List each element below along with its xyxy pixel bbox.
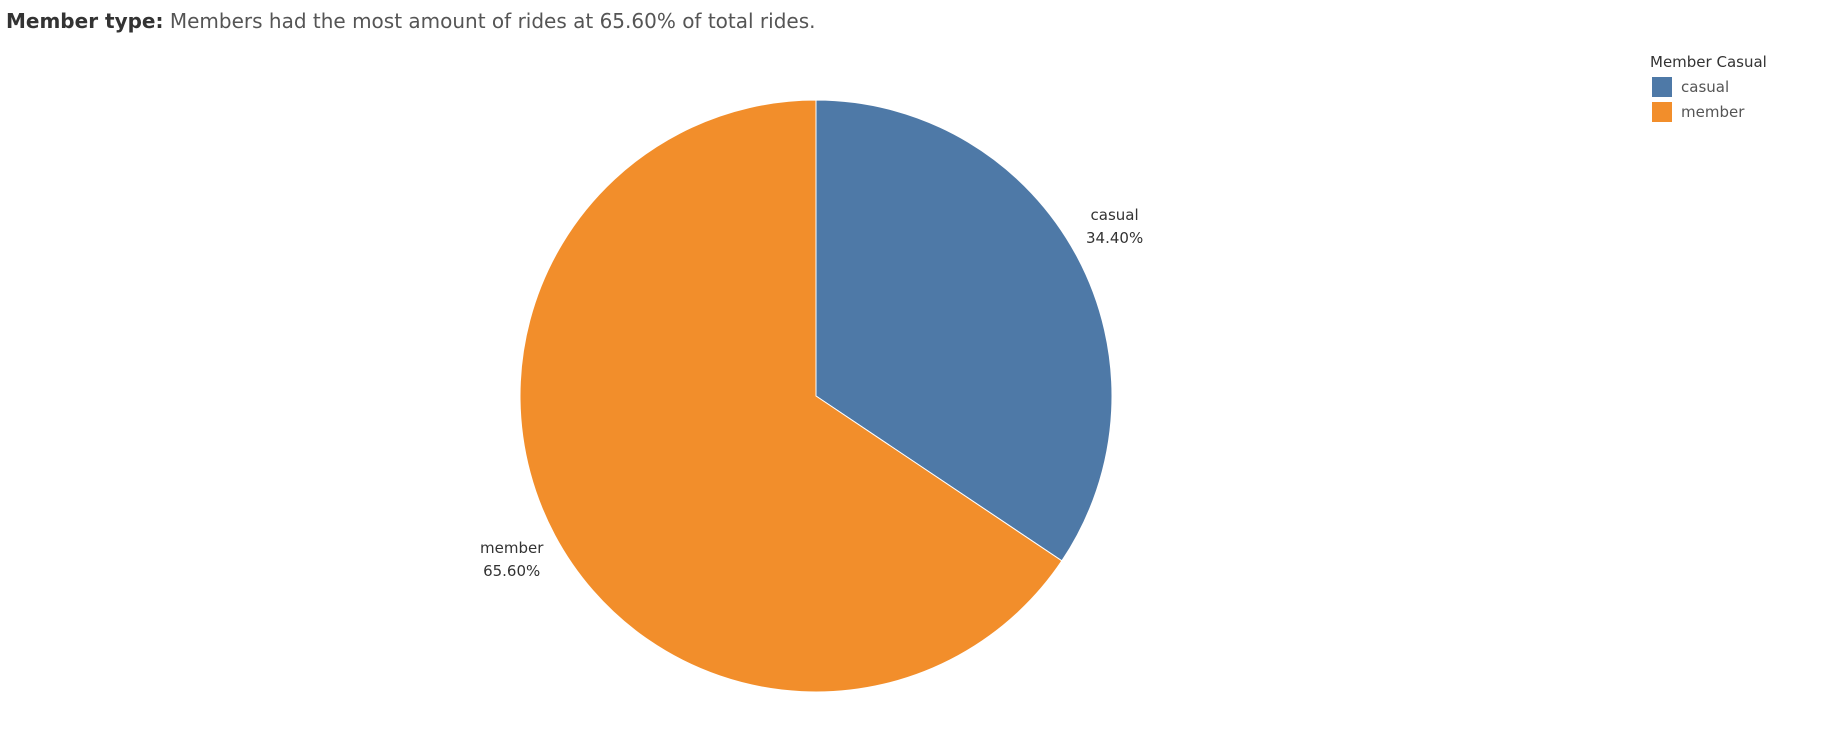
legend-swatch-casual	[1652, 76, 1672, 97]
legend: Member Casual casual member	[1650, 53, 1767, 124]
legend-label-member: member	[1681, 102, 1745, 121]
slice-label-casual: casual 34.40%	[1086, 204, 1143, 250]
title-prefix: Member type:	[6, 9, 164, 33]
pie-slice-member[interactable]	[519, 99, 1063, 693]
legend-item-casual[interactable]: casual	[1650, 74, 1767, 99]
slice-percent-casual: 34.40%	[1086, 229, 1144, 247]
title-text: Members had the most amount of rides at …	[163, 9, 816, 33]
chart-title: Member type: Members had the most amount…	[6, 9, 815, 33]
legend-swatch-member	[1652, 101, 1672, 122]
slice-percent-member: 65.60%	[483, 562, 541, 580]
legend-item-member[interactable]: member	[1650, 99, 1767, 124]
slice-name-casual: casual	[1090, 206, 1139, 224]
slice-label-member: member 65.60%	[480, 537, 543, 583]
legend-title: Member Casual	[1650, 53, 1767, 71]
slice-name-member: member	[480, 539, 544, 557]
legend-label-casual: casual	[1681, 77, 1730, 96]
pie-slice-casual[interactable]	[815, 99, 1113, 562]
